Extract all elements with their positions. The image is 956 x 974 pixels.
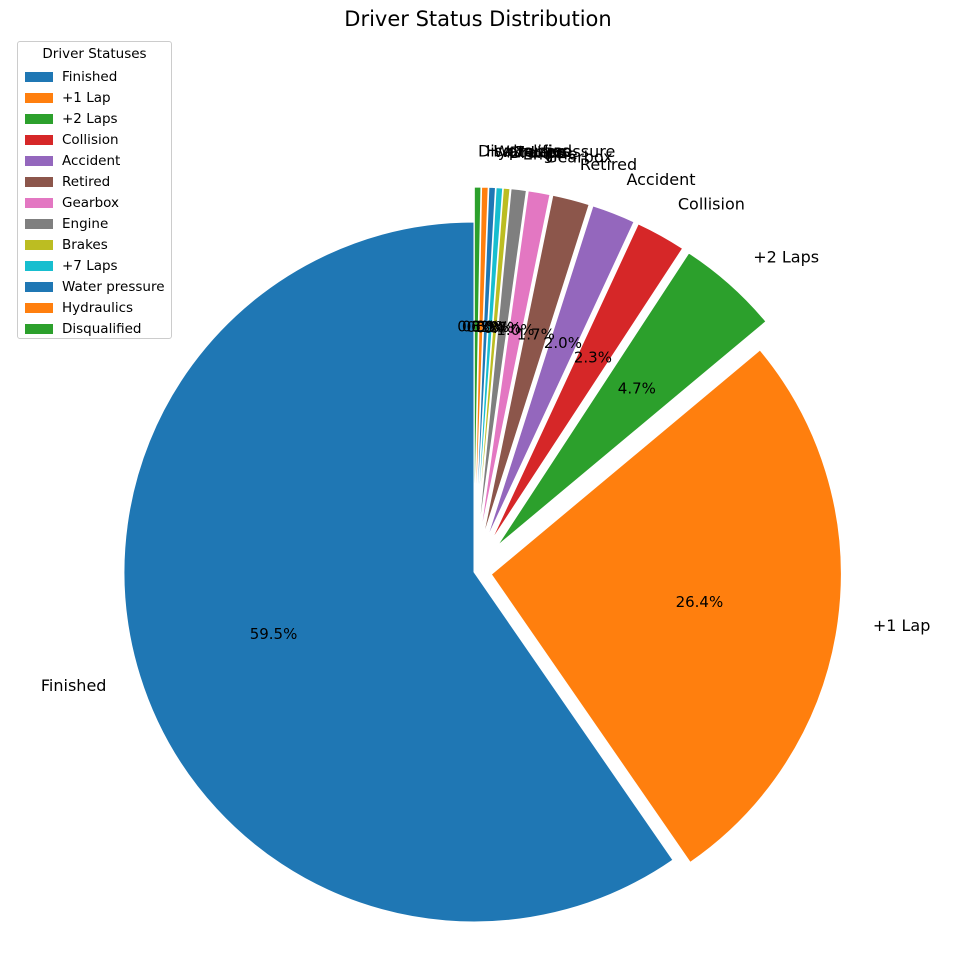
legend-swatch bbox=[25, 281, 53, 292]
legend-item-gearbox: Gearbox bbox=[25, 192, 165, 213]
pie-slice-hydraulics bbox=[474, 186, 489, 538]
legend-swatch bbox=[25, 92, 53, 103]
pie-slice-water-pressure bbox=[475, 186, 497, 538]
slice-label-engine: Engine bbox=[523, 144, 578, 163]
legend-label: Hydraulics bbox=[62, 299, 134, 316]
pie-slice-retired bbox=[482, 194, 590, 539]
pie-labels: Finished 59.5% +1 Lap 26.4% +2 Laps 4.7% Colli… bbox=[41, 142, 930, 696]
slice-pct-accident: 2.0% bbox=[544, 334, 582, 352]
slice-label-collision: Collision bbox=[678, 194, 745, 213]
slice-pct-1-lap: 26.4% bbox=[676, 593, 724, 611]
legend-swatch bbox=[25, 155, 53, 166]
legend-item-water-pressure: Water pressure bbox=[25, 276, 165, 297]
legend-swatch bbox=[25, 218, 53, 229]
legend-item-accident: Accident bbox=[25, 150, 165, 171]
slice-label-accident: Accident bbox=[626, 170, 695, 189]
pie-slice-disqualified bbox=[473, 186, 482, 538]
legend-swatch bbox=[25, 197, 53, 208]
legend-title: Driver Statuses bbox=[42, 46, 147, 62]
legend-swatch bbox=[25, 239, 53, 250]
pie-slice-gearbox bbox=[479, 190, 551, 538]
slice-pct-7-laps: 0.3% bbox=[471, 318, 509, 336]
legend-item-engine: Engine bbox=[25, 213, 165, 234]
legend-item-collision: Collision bbox=[25, 129, 165, 150]
pie-slice-engine bbox=[477, 188, 527, 538]
legend-item-2-laps: +2 Laps bbox=[25, 108, 165, 129]
slice-pct-gearbox: 1.0% bbox=[496, 321, 534, 339]
legend-item-hydraulics: Hydraulics bbox=[25, 297, 165, 318]
pie-slice-7-laps bbox=[475, 187, 504, 538]
slice-label-brakes: Brakes bbox=[510, 143, 564, 162]
slice-label-1-lap: +1 Lap bbox=[873, 616, 931, 635]
legend-label: Collision bbox=[62, 131, 119, 148]
legend-swatch bbox=[25, 323, 53, 334]
legend-item-7-laps: +7 Laps bbox=[25, 255, 165, 276]
slice-pct-water-pressure: 0.3% bbox=[467, 318, 505, 336]
slice-pct-hydraulics: 0.3% bbox=[462, 318, 500, 336]
legend-swatch bbox=[25, 302, 53, 313]
pie-slice-accident bbox=[486, 205, 635, 540]
legend-item-retired: Retired bbox=[25, 171, 165, 192]
slice-label-retired: Retired bbox=[580, 155, 637, 174]
legend-swatch bbox=[25, 113, 53, 124]
slice-label-disqualified: Disqualified bbox=[478, 142, 572, 161]
pie-slice-1-lap bbox=[490, 349, 842, 864]
slice-pct-finished: 59.5% bbox=[250, 625, 298, 643]
slice-label-hydraulics: Hydraulics bbox=[486, 142, 570, 161]
slice-label-7-laps: +7 Laps bbox=[502, 142, 568, 161]
legend-label: +7 Laps bbox=[62, 257, 118, 274]
slice-pct-disqualified: 0.3% bbox=[457, 318, 495, 336]
chart-title: Driver Status Distribution bbox=[344, 7, 611, 31]
legend-swatch bbox=[25, 71, 53, 82]
pie-slice-brakes bbox=[476, 187, 511, 538]
legend-label: +2 Laps bbox=[62, 110, 118, 127]
legend-item-1-lap: +1 Lap bbox=[25, 87, 165, 108]
pie-slice-finished bbox=[123, 221, 674, 923]
legend-swatch bbox=[25, 260, 53, 271]
legend-label: Engine bbox=[62, 215, 109, 232]
pie-slices bbox=[123, 186, 842, 923]
legend-label: Disqualified bbox=[62, 320, 142, 337]
slice-pct-retired: 1.7% bbox=[517, 325, 555, 343]
slice-label-water-pressure: Water pressure bbox=[494, 142, 616, 161]
slice-pct-engine: 0.7% bbox=[483, 319, 521, 337]
legend-item-brakes: Brakes bbox=[25, 234, 165, 255]
legend-item-disqualified: Disqualified bbox=[25, 318, 165, 339]
legend-label: Gearbox bbox=[62, 194, 119, 211]
legend: Driver Statuses Finished +1 Lap +2 Laps Col… bbox=[17, 41, 172, 339]
legend-label: +1 Lap bbox=[62, 89, 111, 106]
slice-label-gearbox: Gearbox bbox=[545, 148, 613, 167]
legend-label: Retired bbox=[62, 173, 111, 190]
legend-swatch bbox=[25, 176, 53, 187]
slice-label-finished: Finished bbox=[41, 676, 107, 695]
legend-label: Finished bbox=[62, 68, 118, 85]
legend-list: Finished +1 Lap +2 Laps Collision Accident Re… bbox=[25, 66, 165, 339]
legend-label: Brakes bbox=[62, 236, 108, 253]
legend-item-finished: Finished bbox=[25, 66, 165, 87]
slice-pct-2-laps: 4.7% bbox=[618, 379, 656, 397]
slice-label-2-laps: +2 Laps bbox=[753, 248, 819, 267]
legend-swatch bbox=[25, 134, 53, 145]
pie-slice-collision bbox=[490, 223, 684, 542]
slice-pct-collision: 2.3% bbox=[574, 348, 612, 366]
legend-label: Water pressure bbox=[62, 278, 165, 295]
legend-label: Accident bbox=[62, 152, 121, 169]
slice-pct-brakes: 0.3% bbox=[476, 318, 514, 336]
pie-slice-2-laps bbox=[496, 252, 767, 547]
